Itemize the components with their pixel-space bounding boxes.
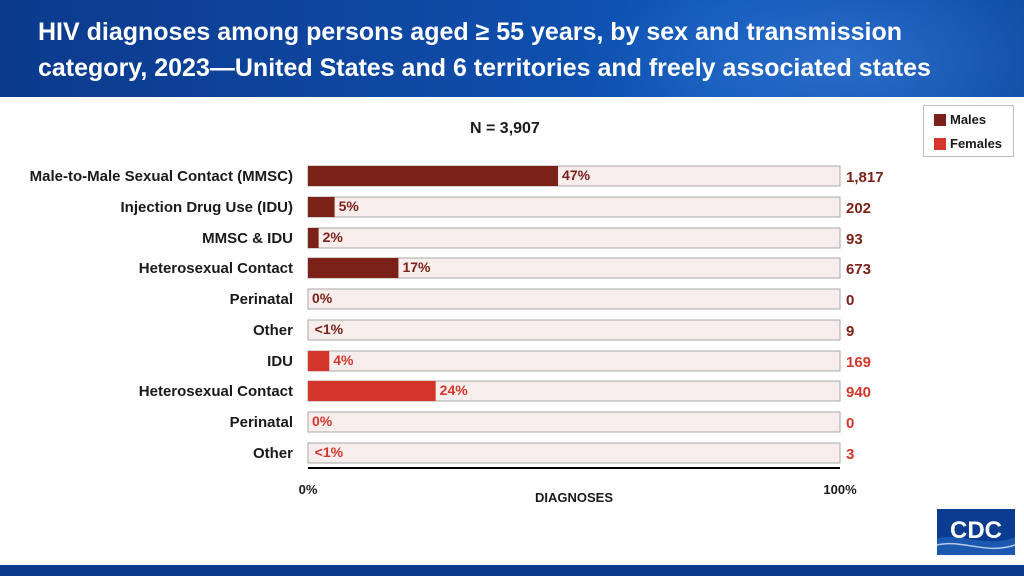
bar-males xyxy=(308,166,559,186)
bar-females xyxy=(308,381,436,401)
count-label: 202 xyxy=(846,200,871,217)
category-label: Other xyxy=(253,445,293,462)
count-label: 93 xyxy=(846,231,863,248)
legend-item-males: Males xyxy=(934,112,986,127)
percent-label: 2% xyxy=(323,229,344,245)
chart-title: N = 3,907 xyxy=(470,120,540,137)
category-label: Heterosexual Contact xyxy=(139,383,293,400)
chart-legend: Males Females xyxy=(923,105,1014,157)
percent-label: <1% xyxy=(315,321,344,337)
bar-track xyxy=(307,227,841,249)
count-label: 169 xyxy=(846,354,871,371)
category-label: MMSC & IDU xyxy=(202,230,293,247)
category-label: Heterosexual Contact xyxy=(139,260,293,277)
count-label: 940 xyxy=(846,384,871,401)
percent-label: 4% xyxy=(333,352,354,368)
legend-swatch-females xyxy=(934,137,946,150)
legend-label-females: Females xyxy=(950,136,1003,151)
cdc-logo-text: CDC xyxy=(950,517,1002,544)
x-tick-label: 0% xyxy=(299,482,318,497)
count-label: 3 xyxy=(846,446,854,463)
legend-label-males: Males xyxy=(950,112,987,127)
count-label: 1,817 xyxy=(846,169,884,186)
percent-label: 17% xyxy=(402,259,431,275)
page-title: HIV diagnoses among persons aged ≥ 55 ye… xyxy=(38,18,931,82)
count-label: 9 xyxy=(846,323,854,340)
legend-item-females: Females xyxy=(934,136,1002,151)
category-label: IDU xyxy=(267,353,293,370)
bar-track xyxy=(307,442,841,464)
footer-bar xyxy=(0,565,1024,576)
bar-track xyxy=(307,319,841,341)
percent-label: 24% xyxy=(440,382,469,398)
bar-males xyxy=(308,258,399,278)
category-label: Male-to-Male Sexual Contact (MMSC) xyxy=(30,168,293,185)
legend-swatch-males xyxy=(934,113,946,126)
category-label: Perinatal xyxy=(230,414,293,431)
x-axis-title: DIAGNOSES xyxy=(535,490,613,505)
bar-track xyxy=(307,411,841,433)
count-label: 0 xyxy=(846,415,854,432)
x-tick-label: 100% xyxy=(823,482,857,497)
title-banner: HIV diagnoses among persons aged ≥ 55 ye… xyxy=(0,0,1024,97)
bar-track xyxy=(307,196,841,218)
bar-females xyxy=(308,351,330,371)
banner-sheen xyxy=(584,0,1024,97)
cdc-logo-swoosh-line xyxy=(937,542,1015,550)
percent-label: 0% xyxy=(312,413,333,429)
percent-label: 47% xyxy=(562,167,591,183)
percent-label: <1% xyxy=(315,444,344,460)
percent-label: 5% xyxy=(339,198,360,214)
category-label: Perinatal xyxy=(230,291,293,308)
cdc-logo: CDC xyxy=(937,509,1015,555)
percent-label: 0% xyxy=(312,290,333,306)
bar-males xyxy=(308,228,319,248)
count-label: 0 xyxy=(846,292,854,309)
category-label: Other xyxy=(253,322,293,339)
bar-track xyxy=(307,288,841,310)
count-label: 673 xyxy=(846,261,871,278)
bar-males xyxy=(308,197,335,217)
category-label: Injection Drug Use (IDU) xyxy=(120,199,293,216)
bar-track xyxy=(307,350,841,372)
